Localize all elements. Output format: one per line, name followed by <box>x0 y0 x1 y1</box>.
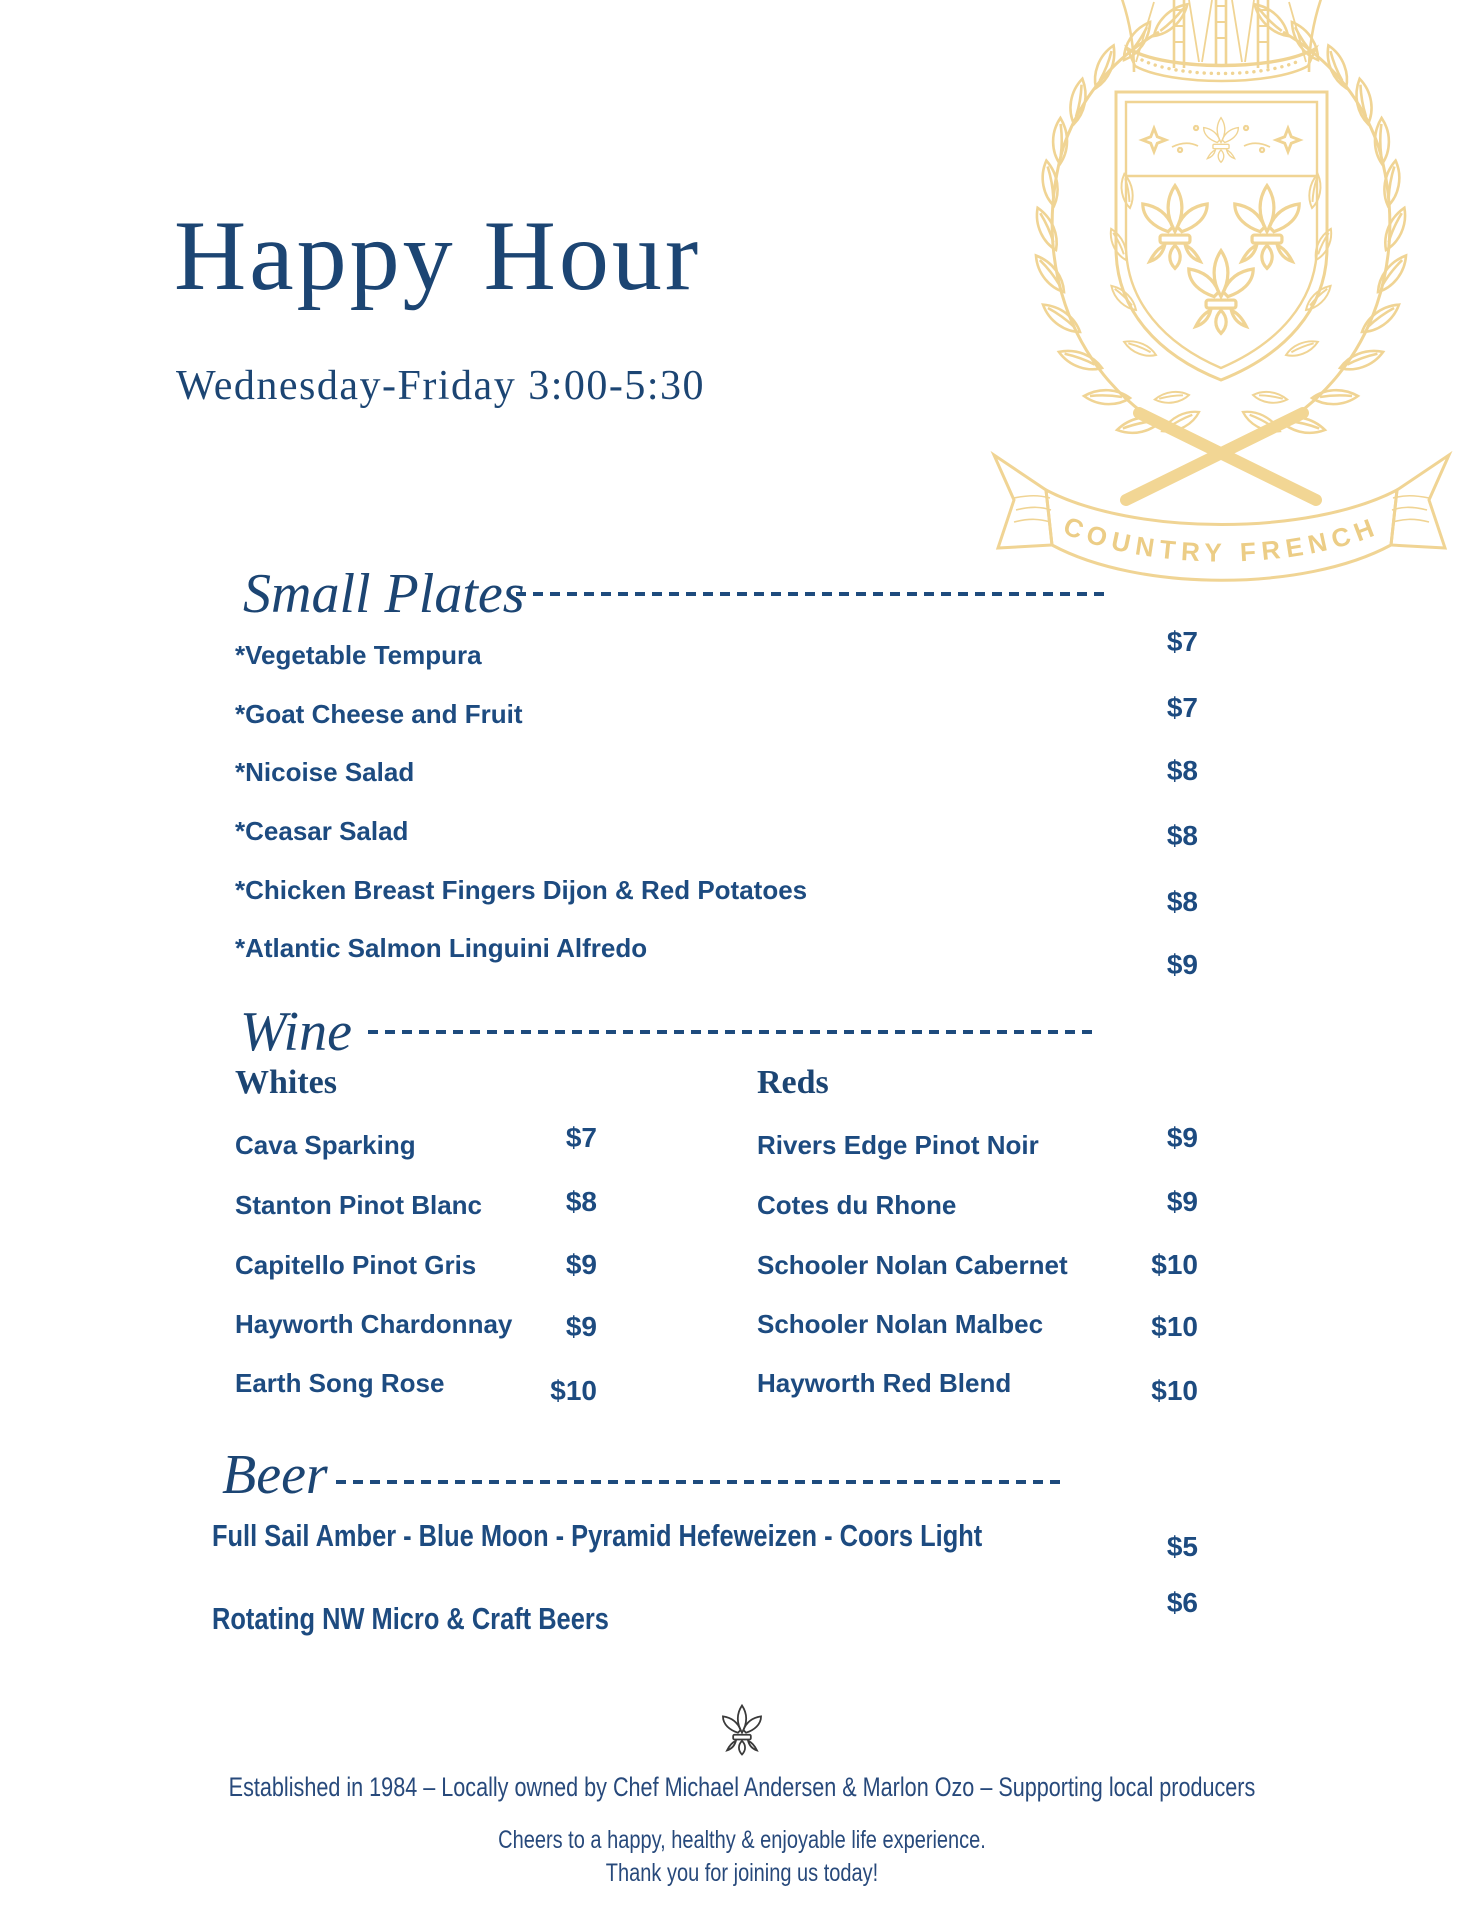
menu-item-price: $9 <box>1166 949 1198 980</box>
menu-item-row: *Chicken Breast Fingers Dijon & Red Pota… <box>235 875 1198 917</box>
menu-item-row: *Ceasar Salad $8 <box>235 816 1198 851</box>
menu-item-price: $10 <box>1151 1249 1198 1280</box>
dashed-divider <box>516 592 1108 596</box>
menu-item-name: *Nicoise Salad <box>235 757 415 787</box>
footer-thankyou-line: Thank you for joining us today! <box>605 1859 879 1887</box>
small-plates-list: *Vegetable Tempura $7 *Goat Cheese and F… <box>235 626 1198 980</box>
menu-item-name: Rivers Edge Pinot Noir <box>757 1130 1039 1160</box>
menu-item-price: $10 <box>1151 1375 1198 1406</box>
menu-item-name: *Chicken Breast Fingers Dijon & Red Pota… <box>235 875 808 905</box>
menu-item-row: Cotes du Rhone $9 <box>757 1186 1198 1221</box>
menu-item-price: $8 <box>1166 886 1198 917</box>
footer-cheers-line: Cheers to a happy, healthy & enjoyable l… <box>498 1826 986 1854</box>
menu-item-row: *Nicoise Salad $8 <box>235 755 1198 788</box>
menu-item-name: Stanton Pinot Blanc <box>235 1190 482 1220</box>
wine-reds-label: Reds <box>757 1064 829 1101</box>
menu-item-price: $9 <box>565 1249 597 1280</box>
menu-item-row: Hayworth Chardonnay $9 <box>235 1309 597 1342</box>
menu-item-row: Capitello Pinot Gris $9 <box>235 1249 597 1281</box>
menu-item-price: $9 <box>565 1311 597 1342</box>
menu-item-price: $7 <box>565 1122 597 1153</box>
menu-item-name: Schooler Nolan Cabernet <box>757 1250 1068 1280</box>
menu-item-row: Earth Song Rose $10 <box>235 1368 597 1406</box>
menu-item-name: Cotes du Rhone <box>757 1190 957 1220</box>
wine-whites-list: Cava Sparking $7 Stanton Pinot Blanc $8 … <box>235 1122 597 1430</box>
wine-whites-label: Whites <box>235 1064 337 1101</box>
menu-item-row: *Vegetable Tempura $7 <box>235 626 1198 671</box>
section-heading-small-plates: Small Plates <box>243 563 525 625</box>
menu-item-price: $9 <box>1166 1186 1198 1217</box>
menu-item-name: Cava Sparking <box>235 1130 416 1160</box>
menu-item-price: $10 <box>1151 1311 1198 1342</box>
menu-item-name: Hayworth Chardonnay <box>235 1309 513 1339</box>
dashed-divider <box>336 1480 1060 1484</box>
menu-item-price: $8 <box>565 1186 597 1217</box>
menu-item-name: Schooler Nolan Malbec <box>757 1309 1044 1339</box>
menu-item-name: *Vegetable Tempura <box>235 640 482 670</box>
menu-item-price: $8 <box>1166 820 1198 851</box>
menu-item-row: *Goat Cheese and Fruit $7 <box>235 692 1198 730</box>
menu-item-price: $7 <box>1166 692 1198 723</box>
menu-item-name: *Goat Cheese and Fruit <box>235 699 523 729</box>
footer-established-line: Established in 1984 – Locally owned by C… <box>228 1772 1256 1802</box>
menu-item-price: $5 <box>1166 1531 1198 1562</box>
menu-item-row: Full Sail Amber - Blue Moon - Pyramid He… <box>212 1518 1151 1554</box>
menu-item-name: Capitello Pinot Gris <box>235 1250 477 1280</box>
menu-item-price: $10 <box>550 1375 597 1406</box>
menu-item-row: Schooler Nolan Cabernet $10 <box>757 1249 1198 1281</box>
menu-item-row: Cava Sparking $7 <box>235 1122 597 1161</box>
menu-item-price: $7 <box>1166 626 1198 657</box>
menu-item-name: Full Sail Amber - Blue Moon - Pyramid He… <box>212 1518 983 1553</box>
menu-item-price: $8 <box>1166 755 1198 786</box>
menu-item-name: Rotating NW Micro & Craft Beers <box>212 1601 609 1636</box>
page-title: Happy Hour <box>174 200 702 311</box>
menu-item-row: Rivers Edge Pinot Noir $9 <box>757 1122 1198 1161</box>
menu-item-row: *Atlantic Salmon Linguini Alfredo $9 <box>235 933 1198 980</box>
menu-item-name: *Ceasar Salad <box>235 816 409 846</box>
country-french-crest-icon: COUNTRY FRENCH <box>990 0 1453 582</box>
menu-item-name: *Atlantic Salmon Linguini Alfredo <box>235 933 648 963</box>
menu-item-price: $6 <box>1166 1587 1198 1618</box>
svg-text:COUNTRY FRENCH: COUNTRY FRENCH <box>1060 511 1384 568</box>
fleur-de-lis-icon <box>722 1704 762 1756</box>
menu-item-name: Hayworth Red Blend <box>757 1368 1012 1398</box>
page-subtitle: Wednesday-Friday 3:00-5:30 <box>176 363 706 409</box>
section-heading-beer: Beer <box>222 1444 328 1506</box>
menu-item-row: Hayworth Red Blend $10 <box>757 1368 1198 1406</box>
menu-item-row: Schooler Nolan Malbec $10 <box>757 1309 1198 1342</box>
menu-item-name: Earth Song Rose <box>235 1368 445 1398</box>
section-heading-wine: Wine <box>240 1001 352 1063</box>
menu-item-price: $9 <box>1166 1122 1198 1153</box>
dashed-divider <box>368 1030 1094 1034</box>
wine-reds-list: Rivers Edge Pinot Noir $9 Cotes du Rhone… <box>757 1122 1198 1430</box>
crest-banner-label: COUNTRY FRENCH <box>1060 511 1378 568</box>
menu-item-row: Rotating NW Micro & Craft Beers <box>212 1601 696 1637</box>
menu-item-row: Stanton Pinot Blanc $8 <box>235 1186 597 1221</box>
